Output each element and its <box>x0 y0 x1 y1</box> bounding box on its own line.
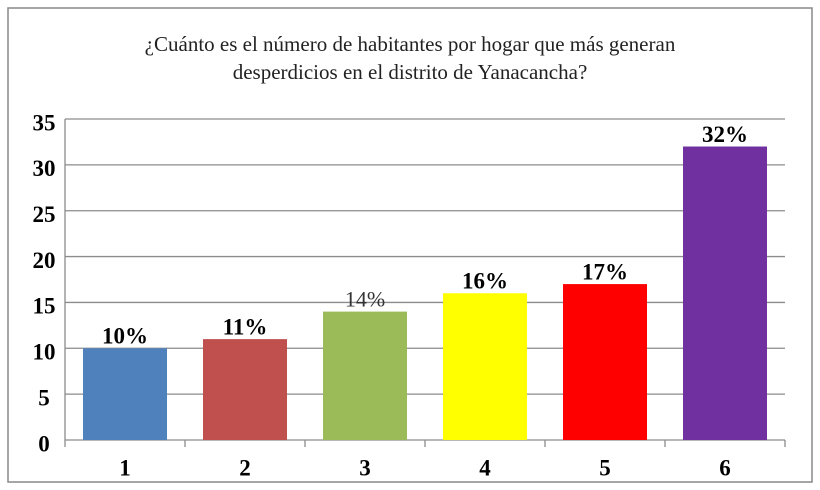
value-label: 16% <box>462 269 508 294</box>
y-tick-label: 30 <box>33 156 56 181</box>
bar <box>323 311 407 440</box>
value-label: 17% <box>582 259 628 284</box>
value-label: 14% <box>345 287 385 312</box>
chart-title: ¿Cuánto es el número de habitantes por h… <box>144 32 676 84</box>
value-label: 32% <box>702 122 748 147</box>
bar <box>443 293 527 440</box>
y-tick-label: 5 <box>38 385 50 410</box>
value-label: 10% <box>102 324 148 349</box>
x-tick-label: 2 <box>239 455 251 480</box>
x-tick-label: 6 <box>719 455 731 480</box>
x-tick-label: 5 <box>599 455 611 480</box>
y-tick-label: 20 <box>33 248 56 273</box>
y-tick-label: 25 <box>33 202 56 227</box>
bar <box>203 339 287 440</box>
y-tick-label: 0 <box>38 431 50 456</box>
y-tick-label: 35 <box>33 110 56 135</box>
bar <box>83 348 167 440</box>
y-tick-label: 15 <box>33 294 56 319</box>
bar <box>683 146 767 440</box>
value-label: 11% <box>223 314 268 339</box>
x-tick-label: 1 <box>119 455 131 480</box>
y-tick-label: 10 <box>33 340 56 365</box>
bar <box>563 284 647 440</box>
x-tick-label: 4 <box>479 455 491 480</box>
x-tick-label: 3 <box>359 455 371 480</box>
